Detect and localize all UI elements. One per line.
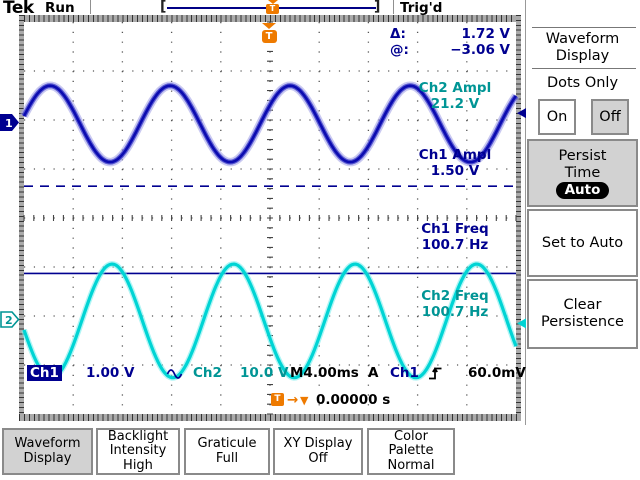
triangle-down-icon: ▼ [300, 394, 309, 407]
set-to-auto-button[interactable]: Set to Auto [527, 209, 638, 277]
trigger-level-value: 60.0mV [468, 365, 526, 381]
bottom-menu-waveform-display[interactable]: Waveform Display [2, 428, 93, 475]
graticule-frame-right [516, 15, 521, 421]
status-bar: Ch1 1.00 V Ch2 10.0 V M4.00ms A Ch1 60.0… [0, 365, 527, 383]
scope-screen: Tek Run Trig'd [ ] T Δ: 1.72 V @: −3.06 V … [0, 0, 527, 421]
trigger-position-icon[interactable]: T [266, 0, 279, 14]
ac-coupling-icon [166, 367, 184, 384]
ch1-ampl-readout: Ch1 Ampl 1.50 V [418, 147, 492, 179]
svg-text:2: 2 [5, 314, 13, 327]
menu-separator [532, 27, 636, 28]
trigger-status: Trig'd [400, 0, 443, 16]
menu-separator [532, 68, 636, 69]
record-view-bracket-right: ] [374, 0, 381, 15]
ch1-scale-value: 1.00 V [86, 365, 135, 381]
trigger-delay-value: 0.00000 s [316, 392, 391, 408]
trigger-arrow-icon [262, 23, 276, 29]
trigger-point-marker[interactable]: T [261, 23, 277, 43]
waveform-plot [20, 21, 526, 415]
ch2-freq-readout: Ch2 Freq 100.7 Hz [421, 288, 489, 320]
timebase-value: M4.00ms [290, 365, 359, 381]
top-separator [90, 0, 91, 14]
trigger-t-icon: T [266, 4, 279, 14]
record-view-bracket-left: [ [160, 0, 167, 15]
at-label: @: [390, 42, 409, 58]
arrow-right-icon: → [287, 392, 299, 408]
trigger-source: Ch1 [390, 365, 419, 381]
trigger-delay-readout: T → ▼ 0.00000 s [0, 392, 527, 409]
bottom-menu-color-palette[interactable]: Color Palette Normal [367, 428, 455, 475]
trace-ch2 [21, 261, 519, 381]
delta-label: Δ: [390, 26, 406, 42]
ch2-scale-label[interactable]: Ch2 [193, 365, 222, 381]
trace-ch2 [22, 262, 518, 380]
graticule-frame-left [19, 15, 24, 421]
top-separator [393, 0, 394, 14]
trigger-mode: A [368, 365, 379, 381]
trigger-t-icon: T [271, 393, 284, 406]
trigger-t-icon: T [261, 30, 277, 43]
ch1-scale-badge[interactable]: Ch1 [27, 365, 62, 381]
dots-only-off-button[interactable]: Off [591, 99, 629, 135]
persist-time-label: Persist Time [558, 147, 607, 181]
persist-time-button[interactable]: Persist Time Auto [527, 139, 638, 207]
tek-logo: Tek [3, 0, 34, 18]
delta-value: 1.72 V [461, 26, 510, 42]
ch1-position-marker[interactable]: 1 [0, 113, 20, 132]
ch2-ampl-readout: Ch2 Ampl 21.2 V [418, 80, 492, 112]
dots-only-label: Dots Only [546, 75, 619, 91]
persist-time-value: Auto [555, 181, 610, 199]
side-menu-title: Waveform Display [545, 31, 620, 64]
graticule-frame-bottom [19, 414, 521, 421]
dots-only-on-button[interactable]: On [538, 99, 576, 135]
cursor-readout: Δ: 1.72 V @: −3.06 V [390, 26, 510, 58]
acquisition-status: Run [45, 0, 75, 16]
ch2-scale-value: 10.0 V [240, 365, 289, 381]
clear-persistence-button[interactable]: Clear Persistence [527, 279, 638, 349]
side-menu-divider [525, 0, 526, 425]
ch2-position-marker[interactable]: 2 [0, 310, 20, 329]
bottom-menu-graticule[interactable]: Graticule Full [184, 428, 270, 475]
center-axis-ticks-v [267, 21, 273, 415]
ch1-freq-readout: Ch1 Freq 100.7 Hz [421, 221, 489, 253]
bottom-menu-backlight-intensity[interactable]: Backlight Intensity High [96, 428, 180, 475]
rising-edge-icon [428, 366, 443, 385]
bottom-menu-xy-display[interactable]: XY Display Off [273, 428, 363, 475]
side-menu: Waveform Display Dots Only On Off Persis… [527, 0, 640, 425]
svg-text:1: 1 [5, 117, 13, 130]
at-value: −3.06 V [450, 42, 510, 58]
graticule-frame-top [19, 15, 521, 22]
trigger-arrow-icon [267, 0, 278, 4]
